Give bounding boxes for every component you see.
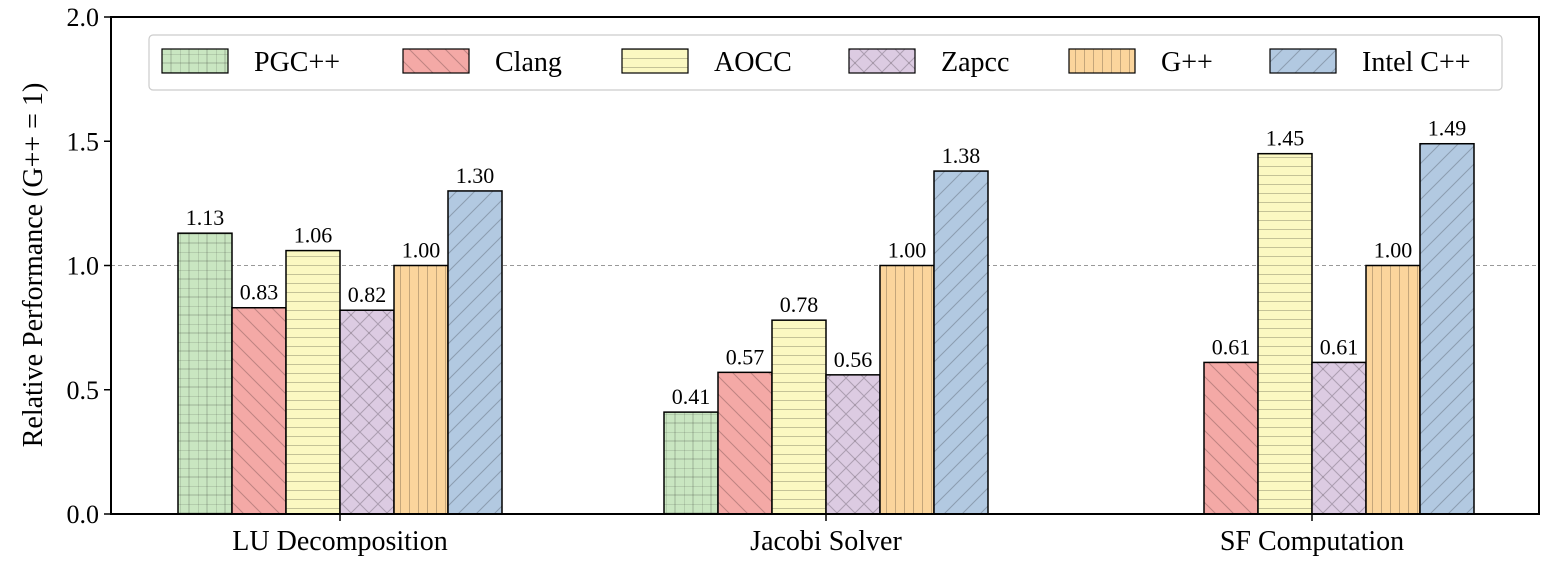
legend-label-aocc: AOCC (714, 47, 792, 78)
data-label-intel-cpp-lu-decomposition: 1.30 (456, 163, 495, 188)
legend-label-intel-cpp: Intel C++ (1362, 47, 1471, 78)
data-label-clang-lu-decomposition: 0.83 (240, 280, 279, 305)
x-tick-label-sf-computation: SF Computation (1220, 526, 1404, 557)
legend-swatch-gpp (1068, 48, 1136, 74)
data-label-gpp-sf-computation: 1.00 (1374, 238, 1413, 263)
bar-intel-cpp-jacobi-solver (933, 170, 989, 515)
y-tick-label: 2.0 (67, 3, 100, 32)
legend-label-gpp: G++ (1161, 47, 1213, 78)
data-label-zapcc-lu-decomposition: 0.82 (348, 282, 387, 307)
legend: PGC++ Clang AOCC Zapcc G++ Intel C++ (148, 34, 1503, 91)
data-label-aocc-lu-decomposition: 1.06 (294, 223, 333, 248)
data-label-aocc-jacobi-solver: 0.78 (780, 292, 819, 317)
bar-zapcc-sf-computation (1311, 361, 1367, 515)
data-label-clang-sf-computation: 0.61 (1212, 334, 1251, 359)
bar-gpp-lu-decomposition (393, 264, 449, 515)
legend-swatch-aocc (621, 48, 689, 74)
legend-swatch-zapcc (848, 48, 916, 74)
bar-zapcc-jacobi-solver (825, 374, 881, 515)
data-label-pgcpp-jacobi-solver: 0.41 (672, 384, 711, 409)
legend-label-zapcc: Zapcc (941, 47, 1009, 78)
data-label-gpp-lu-decomposition: 1.00 (402, 238, 441, 263)
y-tick-label: 1.0 (67, 252, 100, 281)
legend-swatch-pgcpp (161, 48, 229, 74)
legend-swatch-intel-cpp (1269, 48, 1337, 74)
bar-intel-cpp-lu-decomposition (447, 190, 503, 515)
data-label-intel-cpp-jacobi-solver: 1.38 (942, 143, 981, 168)
y-axis-label: Relative Performance (G++ = 1) (18, 83, 49, 448)
x-tick-label-jacobi-solver: Jacobi Solver (750, 526, 902, 557)
bar-clang-jacobi-solver (717, 371, 773, 515)
data-label-aocc-sf-computation: 1.45 (1266, 126, 1305, 151)
bar-gpp-jacobi-solver (879, 264, 935, 515)
bar-pgcpp-lu-decomposition (177, 232, 233, 515)
bar-intel-cpp-sf-computation (1419, 142, 1475, 515)
y-tick-label: 0.0 (67, 500, 100, 529)
data-label-zapcc-sf-computation: 0.61 (1320, 334, 1359, 359)
bar-aocc-jacobi-solver (771, 319, 827, 515)
data-label-intel-cpp-sf-computation: 1.49 (1428, 116, 1467, 141)
bar-pgcpp-jacobi-solver (663, 411, 719, 515)
bar-zapcc-lu-decomposition (339, 309, 395, 515)
data-label-pgcpp-lu-decomposition: 1.13 (186, 205, 225, 230)
legend-label-clang: Clang (495, 47, 562, 78)
bar-clang-sf-computation (1203, 361, 1259, 515)
data-label-clang-jacobi-solver: 0.57 (726, 344, 765, 369)
x-tick-label-lu-decomposition: LU Decomposition (232, 526, 447, 557)
y-tick-label: 0.5 (67, 376, 100, 405)
bar-gpp-sf-computation (1365, 264, 1421, 515)
legend-swatch-clang (402, 48, 470, 74)
legend-box (148, 34, 1503, 91)
data-label-gpp-jacobi-solver: 1.00 (888, 238, 927, 263)
legend-label-pgcpp: PGC++ (254, 47, 340, 78)
y-tick-label: 1.5 (67, 127, 100, 156)
bar-aocc-lu-decomposition (285, 249, 341, 515)
bar-clang-lu-decomposition (231, 306, 287, 515)
bar-aocc-sf-computation (1257, 152, 1313, 515)
data-label-zapcc-jacobi-solver: 0.56 (834, 347, 873, 372)
